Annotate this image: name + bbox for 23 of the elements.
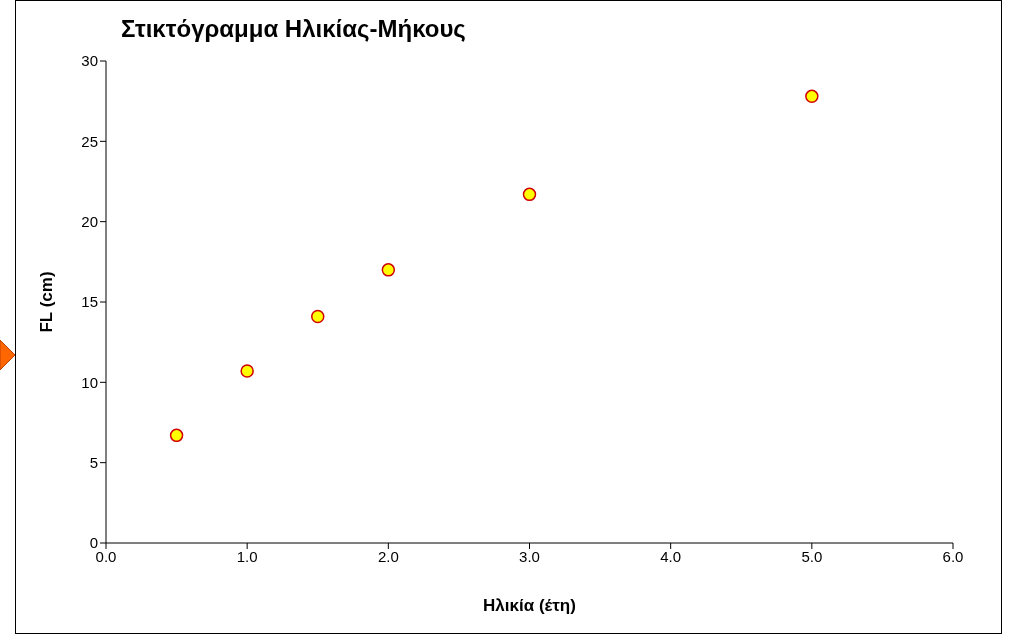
x-tick-label: 4.0 bbox=[660, 547, 682, 565]
x-tick-label: 3.0 bbox=[519, 547, 540, 565]
y-tick-label: 5 bbox=[89, 453, 98, 471]
point bbox=[381, 263, 396, 277]
point bbox=[805, 89, 819, 104]
y-axis-title: FL (cm) bbox=[37, 271, 57, 333]
y-tick-label: 15 bbox=[81, 293, 98, 311]
y-tick-label: 0 bbox=[89, 534, 98, 552]
x-tick-label: 6.0 bbox=[942, 547, 964, 565]
y-tick-label: 25 bbox=[81, 132, 98, 150]
y-tick-label: 30 bbox=[81, 52, 98, 70]
y-tick-label: 10 bbox=[81, 373, 98, 391]
x-axis-title: Ηλικία (έτη) bbox=[483, 596, 576, 615]
y-tick-label: 20 bbox=[81, 212, 98, 230]
x-tick-label: 1.0 bbox=[236, 547, 258, 565]
x-tick-label: 5.0 bbox=[801, 547, 823, 565]
point bbox=[169, 428, 184, 443]
x-tick-label: 2.0 bbox=[377, 547, 399, 565]
chart-title: Στικτόγραμμα Ηλικίας-Μήκους bbox=[121, 15, 466, 43]
point bbox=[522, 187, 537, 202]
point bbox=[240, 364, 254, 378]
point bbox=[311, 309, 325, 324]
x-tick-label: 0.0 bbox=[95, 547, 117, 565]
